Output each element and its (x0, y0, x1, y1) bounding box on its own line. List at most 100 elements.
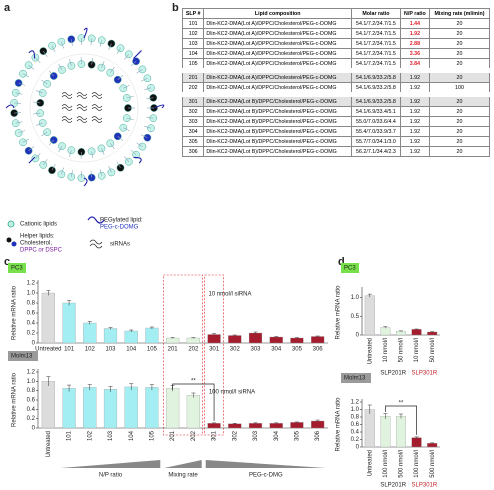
lipid-tail (43, 50, 48, 57)
sirna (76, 104, 88, 111)
cell-label: PC3 (11, 266, 23, 272)
lipid-tail (70, 39, 73, 47)
error-bar (108, 327, 113, 330)
bar (311, 336, 325, 344)
table-row: 301 Dlin-KC2-DMA(Lot B)/DPPC/Cholesterol/… (181, 92, 491, 107)
bar (396, 416, 406, 448)
table-cell: 2.88 (399, 38, 430, 49)
table-cell: 20 (428, 68, 491, 83)
x-tick-label: 201 (170, 430, 176, 441)
lipid-head (14, 79, 23, 87)
error-bar (212, 422, 217, 424)
table-cell: 20 (428, 18, 491, 29)
table-cell: Dlin-KC2-DMA(Lot B)/DPPC/Cholesterol/PEG… (203, 116, 353, 127)
cell-label: PC3 (344, 266, 356, 272)
lipid-tail (28, 64, 35, 70)
y-tick-label: 0 (356, 445, 360, 451)
table-row: 102 Dlin-KC2-DMA(Lot A)/DPPC/Cholesterol/… (181, 28, 491, 39)
table-cell: 55.4/7.0/33.9/3.7 (351, 126, 401, 137)
error-bar (108, 386, 113, 393)
bar (427, 443, 438, 448)
x-tick-label: Untreated (35, 347, 61, 353)
error-bar (149, 326, 154, 329)
error-bar (315, 419, 320, 422)
lipid-head (143, 74, 152, 83)
x-tick-label: 305 (292, 347, 303, 353)
lipid-tail (18, 130, 26, 134)
error-bar (253, 331, 258, 334)
table-cell: Dlin-KC2-DMA(Lot A)/DPPC/Cholesterol/PEG… (203, 58, 353, 71)
lipid-head (87, 60, 96, 69)
lipid-head (149, 114, 158, 123)
y-tick-label: 0.6 (351, 422, 360, 428)
lipid-tail (69, 150, 72, 157)
lipid-tail (126, 95, 134, 99)
table-cell: 301 (181, 92, 205, 107)
lipid-head (122, 94, 131, 102)
bar (62, 302, 76, 344)
y-tick-label: 0.8 (351, 415, 360, 421)
table-cell: 20 (428, 116, 491, 127)
bar (269, 423, 283, 429)
y-axis-label: Relative mRNA ratio (12, 372, 18, 427)
lipid-head (48, 166, 56, 175)
lipid-tail (101, 61, 105, 68)
x-tick-label: 104 (126, 347, 137, 353)
bar (103, 389, 118, 429)
group-label: PEG-c-DMG (249, 473, 283, 479)
x-tick-label: 305 (295, 430, 301, 441)
cell-tag (8, 263, 26, 273)
y-tick-label: 1.0 (27, 291, 36, 297)
table-cell: 20 (428, 28, 491, 39)
bar (124, 386, 138, 429)
y-tick-label: 0 (32, 426, 36, 432)
table-cell: 20 (428, 38, 491, 49)
bar (207, 334, 221, 344)
y-tick-label: 0.8 (27, 301, 36, 307)
y-tick-label: 0.4 (351, 430, 360, 436)
table-cell: 202 (181, 82, 205, 95)
x-tick-label: 105 (147, 347, 158, 353)
peg-chain (153, 104, 165, 109)
x-tick-label: Untreated (367, 338, 373, 364)
lipid-head (38, 119, 47, 127)
lipid-head (58, 142, 66, 150)
y-tick-label: 1.2 (27, 281, 36, 287)
table-cell: 55.7/7.0/34.1/3.0 (351, 136, 401, 147)
error-bar (46, 376, 51, 386)
bar (83, 387, 97, 429)
lipid-tail (35, 57, 41, 63)
table-cell: 54.1/7.2/34.7/1.5 (351, 18, 401, 29)
table-cell: 1.92 (399, 136, 430, 147)
lipid-tail (116, 48, 121, 55)
lipid-head (58, 66, 66, 74)
legend-text: DPPC or DSPC (20, 248, 63, 254)
lipid-tail (41, 79, 48, 85)
lipid-head (143, 133, 152, 142)
table-row: 306 Dlin-KC2-DMA(Lot B)/DPPC/Cholesterol/… (181, 146, 491, 157)
table-cell: 105 (181, 58, 205, 71)
table-cell: Dlin-KC2-DMA(Lot B)/DPPC/Cholesterol/PEG… (203, 126, 353, 137)
table-cell: 3.84 (399, 58, 430, 71)
bar (364, 409, 375, 448)
lipid-tail (146, 97, 154, 100)
error-bar (294, 421, 299, 423)
table-row: 201 Dlin-KC2-DMA(Lot A)/DPPC/Cholesterol/… (181, 68, 491, 83)
lipid-tail (48, 139, 55, 146)
table-cell: 1.92 (399, 146, 430, 157)
annotation: 100 nmol/l siRNA (209, 390, 255, 396)
significance-label: ** (191, 379, 196, 385)
error-bar (399, 330, 403, 332)
lipid-tail (48, 70, 55, 77)
y-tick-label: 0.4 (27, 321, 36, 327)
y-tick-label: 0.2 (27, 416, 36, 422)
table-row: 103 Dlin-KC2-DMA(Lot A)/DPPC/Cholesterol/… (181, 38, 491, 49)
panel-label: d (338, 256, 345, 268)
bar (311, 420, 325, 429)
legend-icon (11, 241, 17, 247)
lipid-tail (41, 131, 48, 137)
error-bar (129, 329, 134, 332)
group-label: SLP301R (412, 483, 438, 489)
